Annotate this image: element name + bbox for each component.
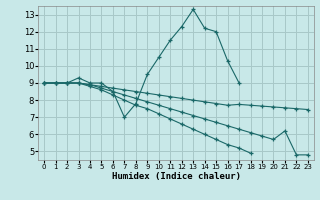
X-axis label: Humidex (Indice chaleur): Humidex (Indice chaleur)	[111, 172, 241, 181]
